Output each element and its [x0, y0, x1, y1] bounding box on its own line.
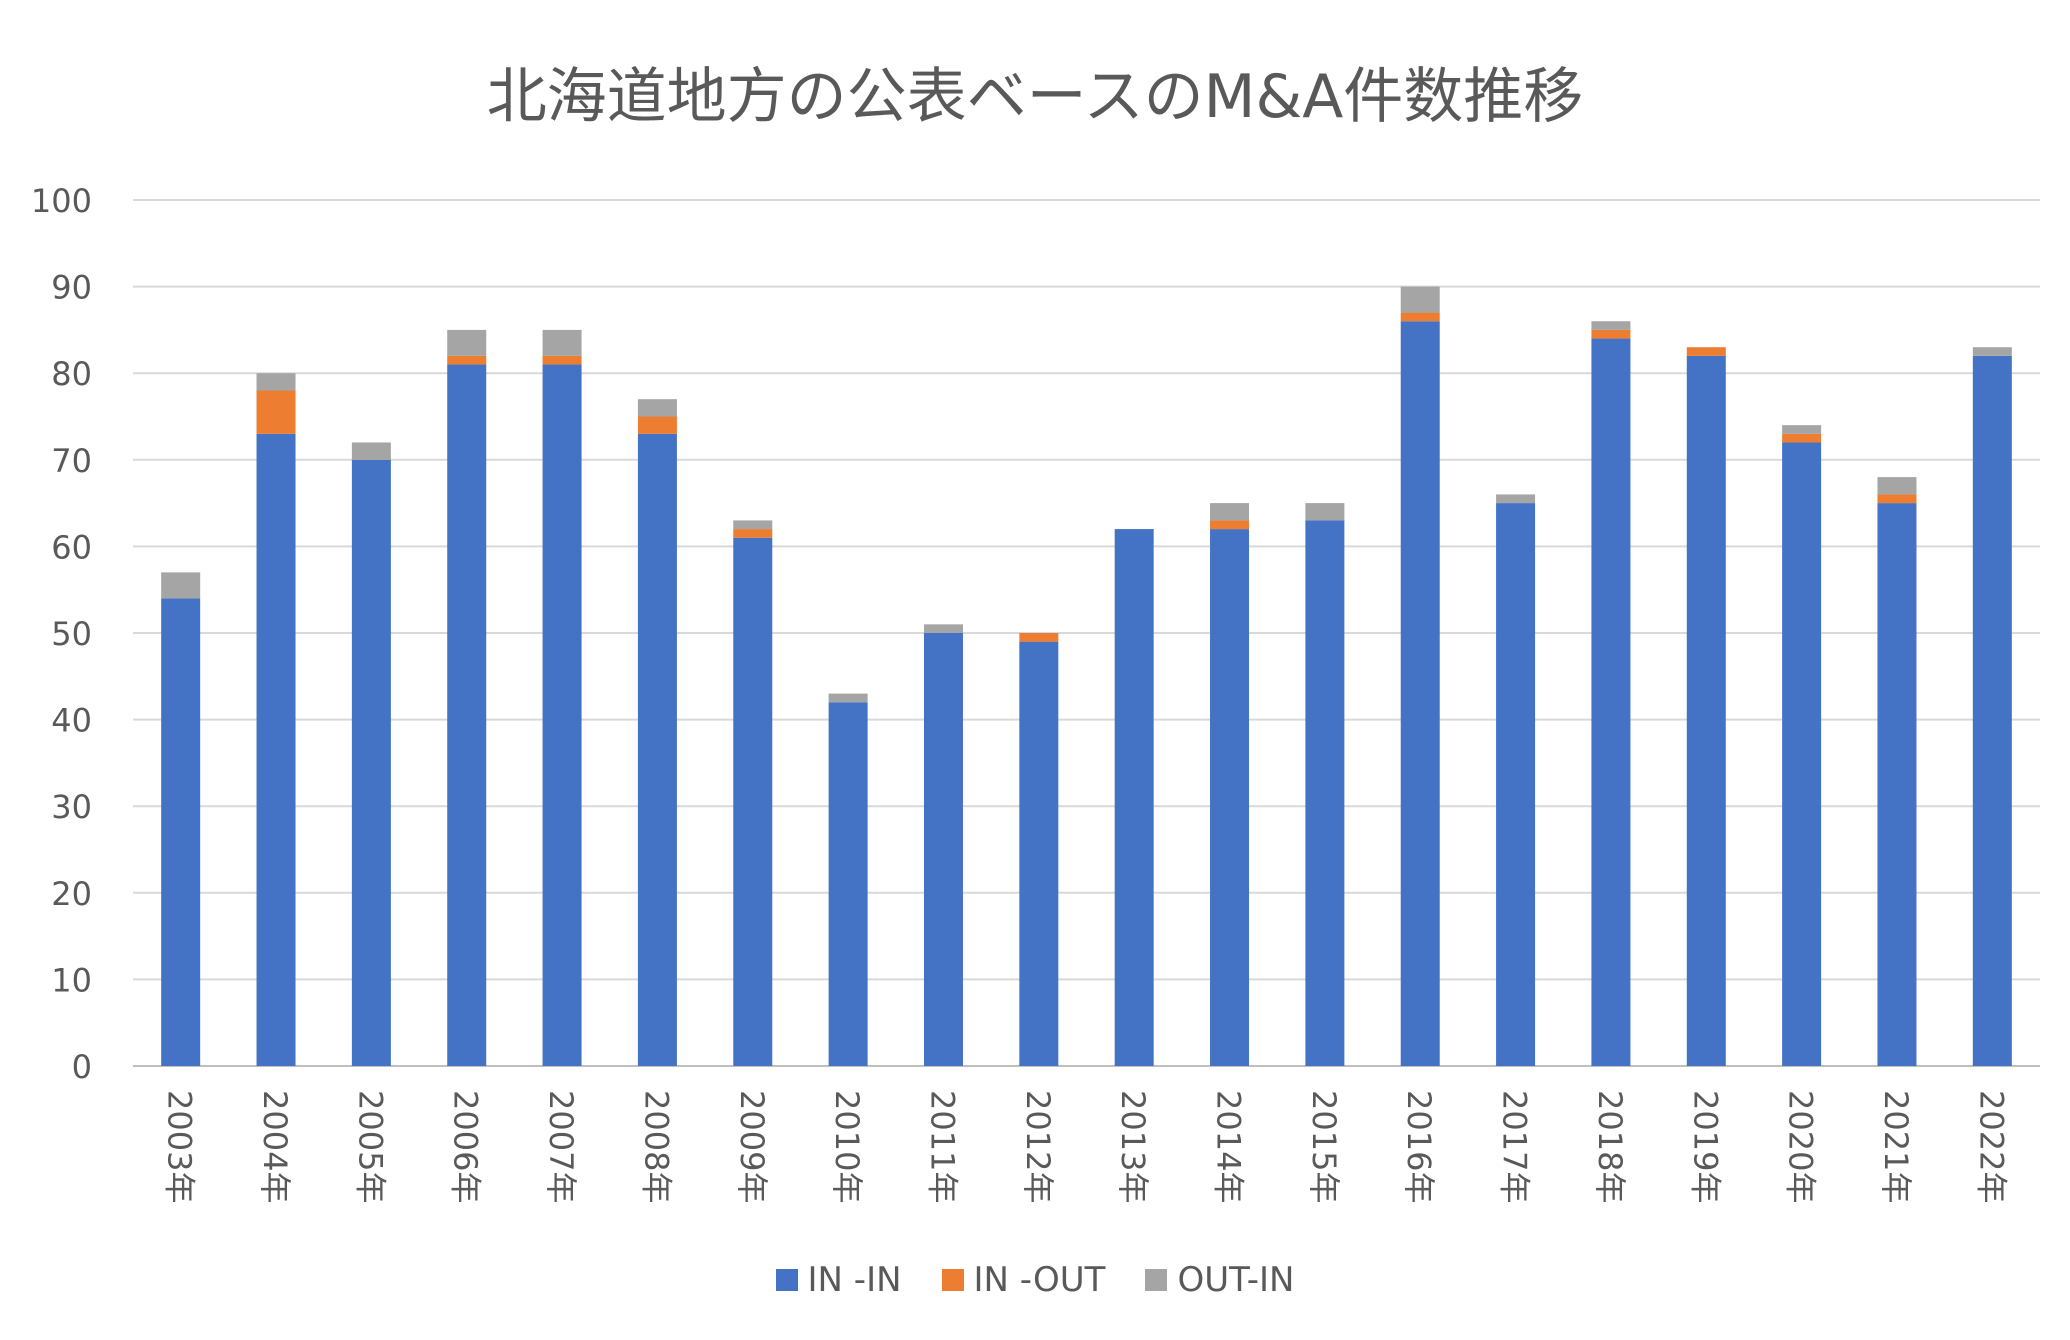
bar-segment-1: [161, 598, 201, 1066]
bar-segment-2: [1400, 312, 1440, 322]
y-tick-label: 70: [51, 442, 92, 480]
legend-label: OUT-IN: [1177, 1260, 1295, 1300]
bar-segment-3: [1877, 477, 1917, 495]
bar-segment-3: [1400, 286, 1440, 313]
bar-segment-1: [923, 633, 963, 1066]
bar-segment-1: [1877, 503, 1917, 1067]
bar-segment-2: [1877, 494, 1917, 504]
chart-legend: IN -IN IN -OUT OUT-IN: [0, 1250, 2070, 1310]
x-tick-label: 2013年: [1114, 1090, 1152, 1203]
bar-segment-1: [733, 537, 773, 1066]
bar-segment-2: [1591, 329, 1631, 339]
legend-item: OUT-IN: [1145, 1260, 1294, 1300]
x-tick-label: 2003年: [161, 1090, 199, 1203]
x-tick-label: 2004年: [256, 1090, 294, 1203]
legend-item: IN -OUT: [941, 1260, 1106, 1300]
bar-segment-3: [351, 442, 391, 460]
legend-swatch: [941, 1269, 964, 1291]
x-tick-label: 2012年: [1019, 1090, 1057, 1203]
x-tick-label: 2019年: [1686, 1090, 1724, 1203]
x-tick-label: 2010年: [828, 1090, 866, 1203]
y-tick-label: 10: [51, 961, 92, 999]
legend-label: IN -OUT: [973, 1260, 1106, 1300]
bar-segment-1: [1686, 355, 1726, 1066]
bar-segment-3: [1210, 503, 1250, 521]
bar-segment-1: [828, 702, 868, 1066]
bar-segment-2: [733, 529, 773, 538]
bar-segment-3: [1782, 425, 1822, 434]
bar-segment-1: [1400, 321, 1440, 1066]
bar-segment-3: [447, 329, 487, 356]
bar-segment-3: [637, 399, 677, 417]
x-tick-label: 2008年: [637, 1090, 675, 1203]
legend-swatch: [775, 1269, 798, 1291]
x-tick-label: 2011年: [923, 1090, 961, 1203]
x-tick-label: 2006年: [447, 1090, 485, 1203]
y-tick-label: 30: [51, 788, 92, 826]
legend-label: IN -IN: [807, 1260, 902, 1300]
bar-segment-3: [923, 624, 963, 633]
bar-segment-3: [256, 373, 296, 391]
y-tick-label: 90: [51, 269, 92, 307]
bar-segment-1: [447, 364, 487, 1066]
x-tick-label: 2005年: [351, 1090, 389, 1203]
bar-segment-1: [1114, 529, 1154, 1066]
bar-segment-1: [351, 459, 391, 1066]
y-tick-label: 0: [72, 1048, 92, 1086]
bar-segment-2: [1210, 520, 1250, 530]
legend-swatch: [1145, 1269, 1168, 1291]
bar-segment-1: [1019, 641, 1059, 1066]
chart-title: 北海道地方の公表ベースのM&A件数推移: [486, 62, 1584, 132]
y-tick-label: 60: [51, 528, 92, 566]
bar-segment-1: [1591, 338, 1631, 1066]
bar-segment-3: [1305, 503, 1345, 521]
bar-segment-1: [1496, 503, 1536, 1067]
x-tick-label: 2016年: [1400, 1090, 1438, 1203]
bar-segment-1: [637, 433, 677, 1066]
bar-segment-2: [1686, 347, 1726, 356]
bar-segment-3: [1591, 321, 1631, 330]
bar-segment-3: [733, 520, 773, 530]
bar-segment-2: [447, 355, 487, 365]
x-tick-label: 2015年: [1305, 1090, 1343, 1203]
bar-segment-1: [256, 433, 296, 1066]
bar-segment-2: [1782, 433, 1822, 443]
bar-segment-3: [1972, 347, 2012, 356]
bar-segment-1: [1782, 442, 1822, 1067]
bar-segment-1: [542, 364, 582, 1066]
bar-segment-3: [1496, 494, 1536, 504]
x-tick-label: 2021年: [1877, 1090, 1915, 1203]
x-tick-label: 2017年: [1496, 1090, 1534, 1203]
bar-segment-2: [256, 390, 296, 434]
y-tick-label: 20: [51, 875, 92, 913]
bar-segment-1: [1305, 520, 1345, 1066]
x-tick-label: 2014年: [1210, 1090, 1248, 1203]
y-tick-label: 50: [51, 615, 92, 653]
legend-item: IN -IN: [775, 1260, 902, 1300]
bar-segment-3: [828, 693, 868, 703]
x-tick-label: 2022年: [1972, 1090, 2010, 1203]
x-tick-label: 2009年: [733, 1090, 771, 1203]
bar-segment-2: [1019, 633, 1059, 642]
bar-segment-1: [1972, 355, 2012, 1066]
x-tick-label: 2018年: [1591, 1090, 1629, 1203]
bar-segment-2: [637, 416, 677, 434]
x-tick-label: 2020年: [1782, 1090, 1820, 1203]
y-tick-label: 80: [51, 355, 92, 393]
y-tick-label: 100: [31, 182, 92, 220]
y-tick-label: 40: [51, 702, 92, 740]
bar-segment-3: [161, 572, 201, 599]
x-tick-label: 2007年: [542, 1090, 580, 1203]
bar-segment-2: [542, 355, 582, 365]
bar-segment-3: [542, 329, 582, 356]
bar-segment-1: [1210, 529, 1250, 1066]
